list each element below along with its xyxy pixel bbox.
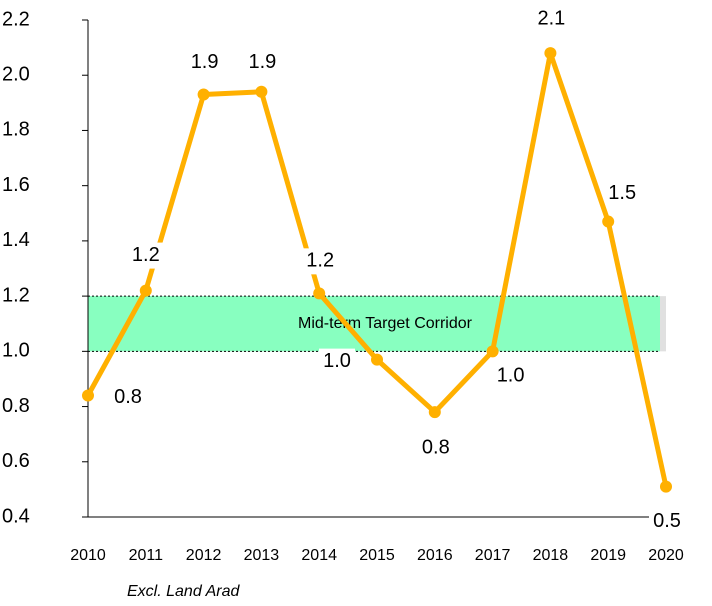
value-label: 1.2 <box>306 250 334 272</box>
y-tick-label: 2.0 <box>2 64 30 86</box>
marker <box>197 88 210 101</box>
value-label: 0.8 <box>422 436 450 458</box>
y-tick-label: 1.2 <box>2 284 30 306</box>
x-tick-label: 2010 <box>70 547 106 564</box>
y-tick-label: 1.6 <box>2 174 30 196</box>
y-tick-label: 1.8 <box>2 119 30 141</box>
marker <box>255 85 268 98</box>
marker <box>486 345 499 358</box>
y-tick-label: 0.8 <box>2 395 30 417</box>
value-label: 0.8 <box>114 386 142 408</box>
value-label: 1.0 <box>497 365 525 387</box>
label-bg <box>319 348 355 375</box>
x-tick-label: 2019 <box>590 547 626 564</box>
y-tick-label: 1.4 <box>2 229 30 251</box>
value-label: 1.2 <box>132 244 160 266</box>
footnote: Excl. Land Arad <box>127 583 240 600</box>
x-tick-label: 2018 <box>533 547 569 564</box>
x-tick-label: 2012 <box>186 547 222 564</box>
label-bg <box>127 242 164 269</box>
y-tick-label: 1.0 <box>2 340 30 362</box>
value-label: 1.9 <box>248 51 276 73</box>
label-bg <box>649 508 685 535</box>
x-tick-label: 2017 <box>475 547 511 564</box>
marker <box>313 287 326 300</box>
marker <box>544 47 557 60</box>
x-tick-label: 2015 <box>359 547 395 564</box>
marker <box>660 480 672 493</box>
value-label: 1.9 <box>191 51 219 73</box>
marker <box>428 406 441 419</box>
line <box>85 50 669 488</box>
x-tick-label: 2016 <box>417 547 453 564</box>
marker <box>602 215 615 228</box>
y-tick-label: 2.2 <box>2 8 30 30</box>
label-bg <box>492 363 529 390</box>
y-tick-label: 0.4 <box>2 505 30 527</box>
value-label: 1.5 <box>608 182 636 204</box>
value-label: 1.0 <box>323 350 351 372</box>
corridor-label: Mid-term Target Corridor <box>298 315 473 332</box>
corridor <box>88 296 660 352</box>
label-bg <box>302 248 339 275</box>
x-tick-label: 2014 <box>301 547 337 564</box>
marker <box>82 389 94 402</box>
x-tick-label: 2013 <box>244 547 280 564</box>
x-tick-label: 2020 <box>648 547 684 564</box>
marker <box>139 284 152 297</box>
y-tick-label: 0.6 <box>2 450 30 472</box>
value-label: 2.1 <box>537 7 565 29</box>
value-label: 0.5 <box>653 510 681 532</box>
marker <box>371 353 383 366</box>
x-tick-label: 2011 <box>129 547 164 564</box>
